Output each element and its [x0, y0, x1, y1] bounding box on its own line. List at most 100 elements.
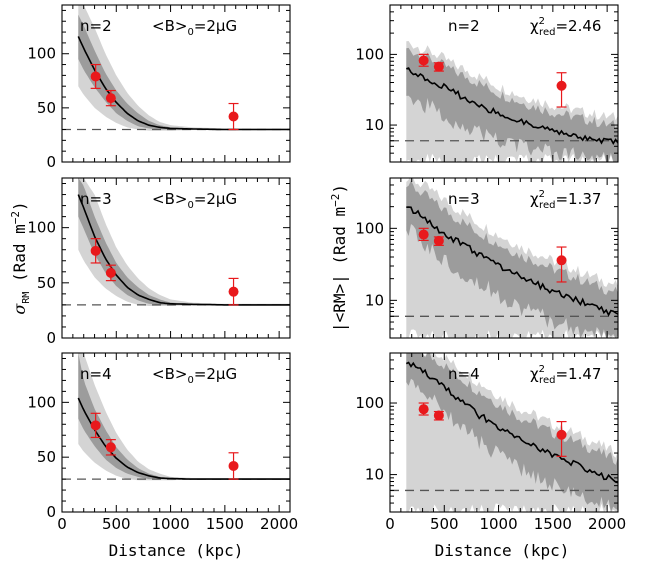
chi-value: =1.37	[555, 190, 601, 208]
field-symbol: <B>	[152, 190, 187, 208]
left-y-axis-title-unit: (Rad m	[10, 224, 29, 291]
panel-frame	[61, 352, 291, 513]
observed-point	[105, 93, 116, 104]
y-tick-label: 50	[37, 448, 56, 466]
field-subscript: 0	[187, 375, 193, 386]
panel-field-label: <B>0=2μG	[152, 190, 237, 211]
right-x-axis-title: Distance (kpc)	[435, 541, 570, 560]
field-symbol: <B>	[152, 365, 187, 383]
panel-frame	[61, 4, 291, 163]
right-y-axis-title-end: )	[330, 184, 349, 194]
observed-point	[433, 410, 444, 421]
observed-point	[90, 245, 101, 256]
x-tick-label: 1000	[151, 515, 189, 533]
outer-confidence-band	[78, 178, 290, 306]
panel-right-n3: 10 100 n=3 χ2 red=1.37	[355, 177, 619, 339]
observed-point	[228, 111, 239, 122]
x-tick-label: 1500	[534, 515, 572, 533]
right-y-axis-title-main: |<RM>| (Rad m	[330, 207, 349, 332]
y-tick-label: 100	[355, 45, 384, 63]
y-tick-label: 100	[27, 45, 56, 63]
panel-chi-label: χ2 red=1.47	[530, 364, 601, 386]
field-subscript: 0	[187, 200, 193, 211]
x-tick-label: 2000	[260, 515, 298, 533]
inner-confidence-band	[406, 353, 618, 512]
observed-point	[433, 235, 444, 246]
x-tick-label: 0	[385, 515, 395, 533]
y-tick-label: 100	[27, 219, 56, 237]
plot-area	[390, 41, 618, 162]
y-tick-label: 100	[27, 393, 56, 411]
y-tick-label: 100	[355, 394, 384, 412]
y-tick-label: 10	[365, 466, 384, 484]
chi-subscript: red	[539, 200, 555, 211]
y-tick-label: 100	[355, 219, 384, 237]
panel-n-label: n=4	[80, 365, 112, 383]
outer-confidence-band	[78, 5, 290, 131]
x-tick-label: 0	[57, 515, 67, 533]
observed-point	[90, 420, 101, 431]
plot-area	[390, 353, 618, 512]
y-tick-label: 50	[37, 99, 56, 117]
x-tick-label: 500	[102, 515, 131, 533]
chi-value: =2.46	[555, 17, 601, 35]
observed-point	[105, 267, 116, 278]
y-tick-label: 50	[37, 274, 56, 292]
y-tick-label: 10	[365, 291, 384, 309]
observed-point	[556, 80, 567, 91]
chi-subscript: red	[539, 375, 555, 386]
right-y-axis-title: |<RM>| (Rad m−2)	[329, 184, 349, 332]
panel-n-label: n=3	[80, 190, 112, 208]
x-tick-label: 500	[430, 515, 459, 533]
observed-point	[418, 55, 429, 66]
chi-symbol: χ	[530, 365, 539, 383]
model-line	[406, 67, 618, 145]
x-tick-label: 1000	[479, 515, 517, 533]
left-y-axis-title-main: σ	[10, 303, 29, 315]
left-x-axis-title: Distance (kpc)	[109, 541, 244, 560]
observed-point	[418, 404, 429, 415]
panel-n-label: n=3	[448, 190, 480, 208]
y-tick-label: 10	[365, 116, 384, 134]
field-symbol: <B>	[152, 17, 187, 35]
panel-frame	[61, 177, 291, 339]
observed-point	[556, 255, 567, 266]
observed-point	[228, 286, 239, 297]
field-value: =2μG	[194, 17, 237, 35]
panel-n-label: n=2	[448, 17, 480, 35]
panel-n-label: n=2	[80, 17, 112, 35]
left-y-axis-title-exp: −2	[9, 211, 22, 224]
left-y-axis-title-sub: RM	[21, 292, 32, 304]
chi-subscript: red	[539, 27, 555, 38]
observed-point	[556, 429, 567, 440]
panel-n-label: n=4	[448, 365, 480, 383]
x-tick-label: 1500	[206, 515, 244, 533]
panel-frame	[389, 4, 619, 163]
chi-superscript: 2	[539, 364, 545, 375]
y-tick-label: 0	[46, 329, 56, 347]
chi-superscript: 2	[539, 16, 545, 27]
observed-point	[90, 71, 101, 82]
panel-field-label: <B>0=2μG	[152, 17, 237, 38]
y-tick-label: 0	[46, 153, 56, 171]
model-line	[405, 361, 618, 484]
observed-point	[418, 229, 429, 240]
chi-superscript: 2	[539, 189, 545, 200]
panel-right-n4: 0 500 1000 1500 2000 10 100 n=4 χ2 red=1.47	[355, 352, 626, 533]
svg-text:σRM (Rad m−2): σRM (Rad m−2)	[9, 201, 32, 314]
y-tick-label: 0	[46, 503, 56, 521]
field-subscript: 0	[187, 27, 193, 38]
inner-confidence-band	[406, 180, 618, 338]
chi-symbol: χ	[530, 190, 539, 208]
left-y-axis-title-end: )	[10, 201, 29, 211]
panel-frame	[389, 352, 619, 513]
chi-value: =1.47	[555, 365, 601, 383]
field-value: =2μG	[194, 190, 237, 208]
left-y-axis-title: σRM (Rad m−2)	[9, 201, 32, 314]
chi-symbol: χ	[530, 17, 539, 35]
panel-chi-label: χ2 red=1.37	[530, 189, 601, 211]
